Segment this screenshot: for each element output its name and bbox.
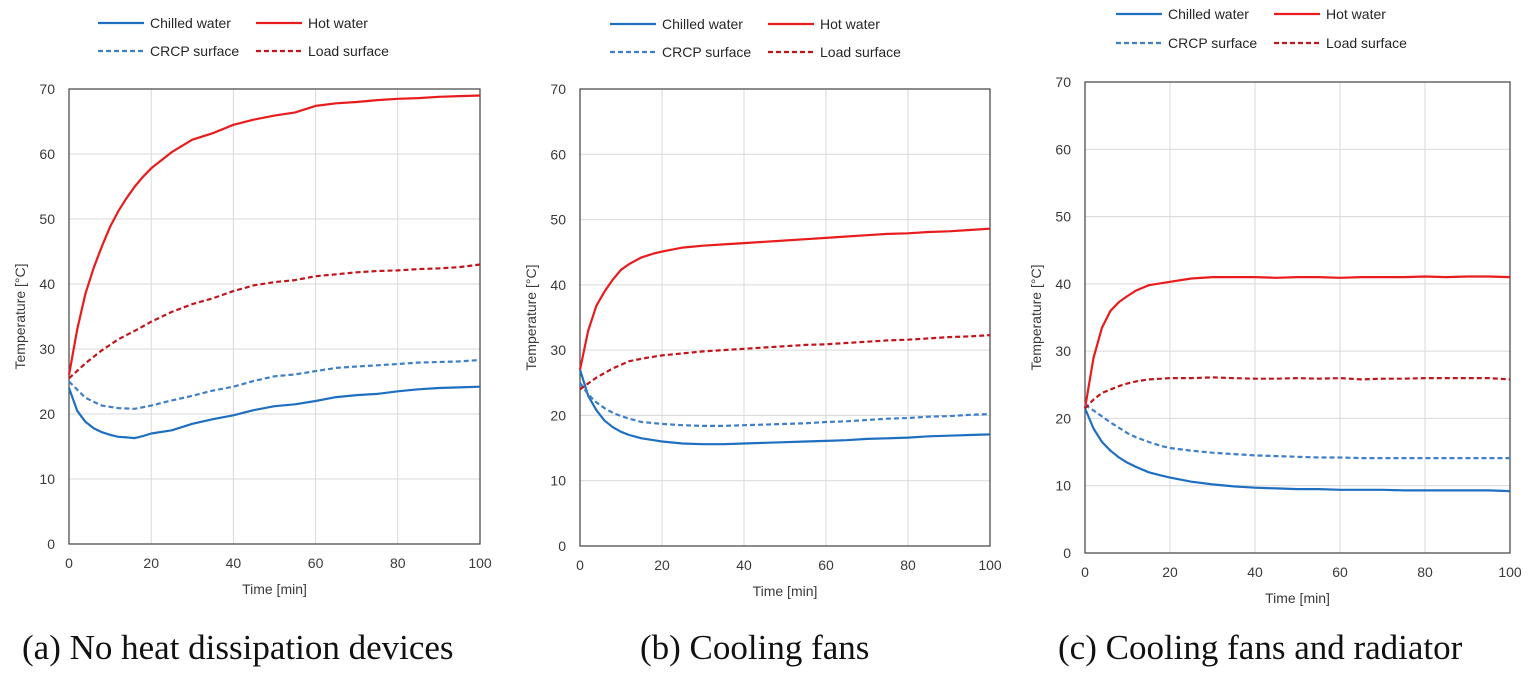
x-tick-label: 60 [1332, 564, 1348, 580]
x-tick-label: 100 [1498, 564, 1522, 580]
y-tick-label: 40 [39, 276, 55, 292]
y-tick-label: 0 [47, 536, 55, 552]
y-tick-label: 70 [1055, 74, 1071, 90]
x-tick-label: 100 [978, 557, 1002, 573]
x-tick-label: 0 [576, 557, 584, 573]
x-axis-label: Time [min] [242, 581, 307, 597]
x-tick-label: 0 [1081, 564, 1089, 580]
x-tick-label: 40 [1247, 564, 1263, 580]
x-tick-label: 80 [900, 557, 916, 573]
series-line-hot-water [67, 94, 481, 376]
x-tick-label: 20 [654, 557, 670, 573]
y-tick-label: 0 [1063, 545, 1071, 561]
chart-panel-2: 0 20 40 60 80 100 0 10 20 30 40 50 60 70 Time [min] Tem… [1028, 6, 1522, 606]
series-line-hot-water [578, 227, 991, 370]
series-line-load-surface [579, 334, 991, 391]
y-axis-label: Temperature [°C] [523, 265, 539, 371]
y-tick-label: 20 [550, 407, 566, 423]
legend-label: Hot water [1326, 6, 1386, 22]
y-tick-label: 60 [39, 146, 55, 162]
legend-label: Load surface [308, 43, 389, 59]
y-tick-label: 60 [1055, 141, 1071, 157]
series-line-crcp-surface [1084, 404, 1510, 460]
x-axis-label: Time [min] [1265, 590, 1330, 606]
legend-label: Chilled water [1168, 6, 1249, 22]
x-tick-label: 80 [390, 555, 406, 571]
y-tick-label: 40 [1055, 276, 1071, 292]
legend-label: CRCP surface [150, 43, 239, 59]
series-line-load-surface [68, 263, 481, 380]
y-tick-label: 10 [550, 473, 566, 489]
y-tick-label: 10 [1055, 478, 1071, 494]
legend-label: Load surface [820, 44, 901, 60]
caption-b: (b) Cooling fans [640, 628, 870, 667]
y-tick-label: 50 [1055, 209, 1071, 225]
series-line-crcp-surface [68, 358, 481, 410]
y-tick-label: 50 [550, 212, 566, 228]
y-tick-label: 30 [550, 342, 566, 358]
x-tick-label: 60 [818, 557, 834, 573]
x-tick-label: 20 [143, 555, 159, 571]
x-axis-label: Time [min] [753, 583, 818, 599]
series-line-chilled-water [578, 369, 991, 446]
x-tick-label: 0 [65, 555, 73, 571]
y-axis-label: Temperature [°C] [12, 264, 28, 370]
series-line-chilled-water [1083, 407, 1511, 493]
legend-label: Chilled water [150, 15, 231, 31]
x-tick-label: 60 [308, 555, 324, 571]
legend-label: Hot water [820, 16, 880, 32]
chart-panel-0: 0 20 40 60 80 100 0 10 20 30 40 50 60 70 Time [min] Tem… [12, 15, 492, 597]
x-tick-label: 100 [468, 555, 492, 571]
y-tick-label: 30 [1055, 343, 1071, 359]
series-line-load-surface [1084, 376, 1511, 410]
x-tick-label: 40 [736, 557, 752, 573]
plot-frame [1084, 81, 1511, 554]
legend-label: CRCP surface [662, 44, 751, 60]
legend-label: Load surface [1326, 35, 1407, 51]
series-line-crcp-surface [579, 382, 991, 427]
y-tick-label: 20 [39, 406, 55, 422]
y-tick-label: 40 [550, 277, 566, 293]
y-axis-label: Temperature [°C] [1028, 265, 1044, 371]
plot-frame [68, 88, 481, 545]
x-tick-label: 40 [226, 555, 242, 571]
caption-c: (c) Cooling fans and radiator [1058, 628, 1463, 667]
chart-panel-1: 0 20 40 60 80 100 0 10 20 30 40 50 60 70 Time [min] Tem… [523, 16, 1002, 599]
plot-frame [579, 88, 991, 547]
legend-label: CRCP surface [1168, 35, 1257, 51]
y-tick-label: 0 [558, 538, 566, 554]
y-tick-label: 70 [550, 81, 566, 97]
y-tick-label: 50 [39, 211, 55, 227]
legend-label: Chilled water [662, 16, 743, 32]
caption-a: (a) No heat dissipation devices [22, 628, 454, 667]
y-tick-label: 30 [39, 341, 55, 357]
x-tick-label: 80 [1417, 564, 1433, 580]
legend-label: Hot water [308, 15, 368, 31]
x-tick-label: 20 [1162, 564, 1178, 580]
series-line-hot-water [1083, 275, 1511, 409]
y-tick-label: 70 [39, 81, 55, 97]
series-line-chilled-water [67, 385, 481, 440]
y-tick-label: 20 [1055, 410, 1071, 426]
y-tick-label: 60 [550, 146, 566, 162]
y-tick-label: 10 [39, 471, 55, 487]
